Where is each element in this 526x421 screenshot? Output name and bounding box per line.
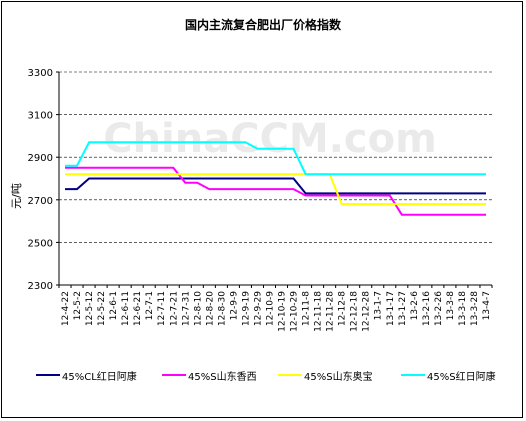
- x-tick-label: 12-6-21: [133, 291, 143, 326]
- x-tick-label: 13-2-26: [434, 291, 444, 326]
- x-tick-label: 12-6-11: [121, 291, 131, 326]
- y-tick-label: 2700: [28, 196, 53, 207]
- x-tick-label: 13-3-8: [446, 291, 456, 321]
- x-tick-label: 13-1-27: [398, 291, 408, 326]
- x-tick-label: 12-11-28: [326, 291, 336, 332]
- x-tick-label: 12-9-9: [229, 291, 239, 321]
- y-tick-label: 2900: [28, 153, 53, 164]
- legend-swatch: [36, 374, 60, 376]
- x-tick-label: 12-7-21: [169, 291, 179, 326]
- x-tick-label: 12-7-11: [157, 291, 167, 326]
- legend-swatch: [162, 374, 186, 376]
- series-line-2: [65, 173, 486, 206]
- x-tick-label: 12-8-30: [217, 291, 227, 326]
- x-tick-label: 13-2-16: [422, 291, 432, 326]
- x-tick-label: 12-9-29: [253, 291, 263, 326]
- legend-label: 45%CL红日阿康: [62, 371, 137, 383]
- x-tick-labels: 12-4-22 12-5-2 12-5-12 12-5-22 12-6-1 12-6-11…: [61, 291, 492, 332]
- x-tick-label: 12-6-1: [109, 291, 119, 320]
- x-tick-label: 13-3-18: [458, 291, 468, 326]
- x-tick-label: 12-5-12: [85, 291, 95, 326]
- y-axis-label: 元/吨: [10, 183, 23, 209]
- series-line-1: [65, 166, 486, 216]
- legend-label: 45%S山东奥宝: [304, 371, 373, 383]
- y-tick-label: 3300: [28, 68, 53, 79]
- x-tick-label: 12-12-8: [338, 291, 348, 326]
- series-lines: [65, 141, 486, 216]
- y-tick-label: 2300: [28, 281, 53, 292]
- watermark: ChinaCCM.com: [103, 116, 437, 162]
- y-tick-label: 2500: [28, 238, 53, 249]
- x-tick-label: 13-3-28: [470, 291, 480, 326]
- legend-label: 45%S山东香西: [188, 371, 257, 383]
- series-line-3: [65, 141, 486, 176]
- x-tick-label: 12-11-18: [314, 291, 324, 332]
- axes: [56, 71, 493, 288]
- x-tick-label: 12-5-22: [97, 291, 107, 326]
- x-tick-label: 12-7-31: [181, 291, 191, 326]
- x-tick-label: 12-8-10: [193, 291, 203, 326]
- y-tick-label: 3100: [28, 111, 53, 122]
- x-tick-label: 12-8-20: [205, 291, 215, 326]
- x-tick-label: 12-10-9: [265, 291, 275, 326]
- x-tick-label: 12-7-1: [145, 291, 155, 320]
- legend-item-3: 45%S红日阿康: [401, 366, 496, 384]
- legend-item-2: 45%S山东奥宝: [278, 366, 373, 384]
- x-tick-label: 12-9-19: [241, 291, 251, 326]
- legend-item-0: 45%CL红日阿康: [36, 366, 137, 384]
- x-tick-label: 12-12-18: [350, 291, 360, 332]
- legend-swatch: [401, 374, 425, 376]
- chart-title: 国内主流复合肥出厂价格指数: [184, 18, 341, 32]
- x-tick-label: 13-4-7: [482, 291, 492, 320]
- x-tick-label: 12-12-28: [362, 291, 372, 332]
- y-tick-labels: 2300 2500 2700 2900 3100 3300: [28, 68, 53, 292]
- legend-label: 45%S红日阿康: [427, 371, 496, 383]
- x-tick-label: 12-11-8: [302, 291, 312, 326]
- x-tick-label: 12-10-19: [278, 291, 288, 332]
- legend-item-1: 45%S山东香西: [162, 366, 257, 384]
- x-tick-label: 13-2-6: [410, 291, 420, 321]
- legend-swatch: [278, 374, 302, 376]
- x-tick-label: 13-1-7: [374, 291, 384, 320]
- x-tick-label: 12-4-22: [61, 291, 71, 326]
- x-tick-label: 12-10-29: [290, 291, 300, 332]
- x-tick-label: 13-1-17: [386, 291, 396, 326]
- series-line-0: [65, 177, 486, 195]
- legend: 45%CL红日阿康 45%S山东香西 45%S山东奥宝 45%S红日阿康: [36, 366, 516, 384]
- x-tick-label: 12-5-2: [73, 291, 83, 320]
